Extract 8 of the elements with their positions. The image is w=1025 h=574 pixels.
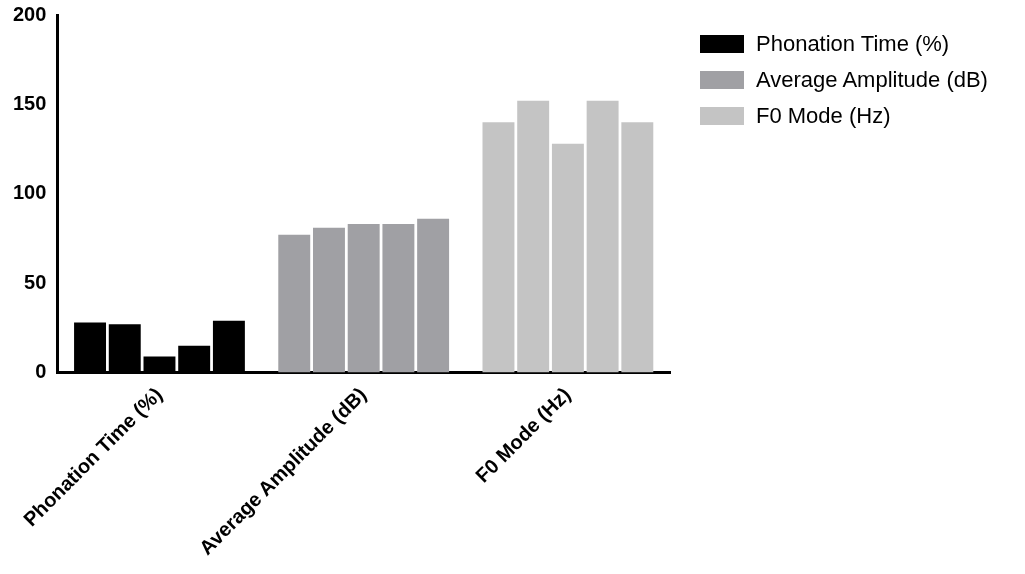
category-label: Phonation Time (%) — [756, 31, 950, 56]
y-tick-label: 0 — [35, 359, 47, 382]
category-label: F0 Mode (Hz) — [756, 103, 891, 128]
category-label: Average Amplitude (dB) — [756, 67, 988, 92]
y-tick-label: 50 — [24, 270, 47, 293]
y-tick-label: 100 — [12, 181, 47, 204]
y-tick-label: 150 — [12, 91, 47, 114]
y-tick-label: 200 — [12, 2, 47, 25]
